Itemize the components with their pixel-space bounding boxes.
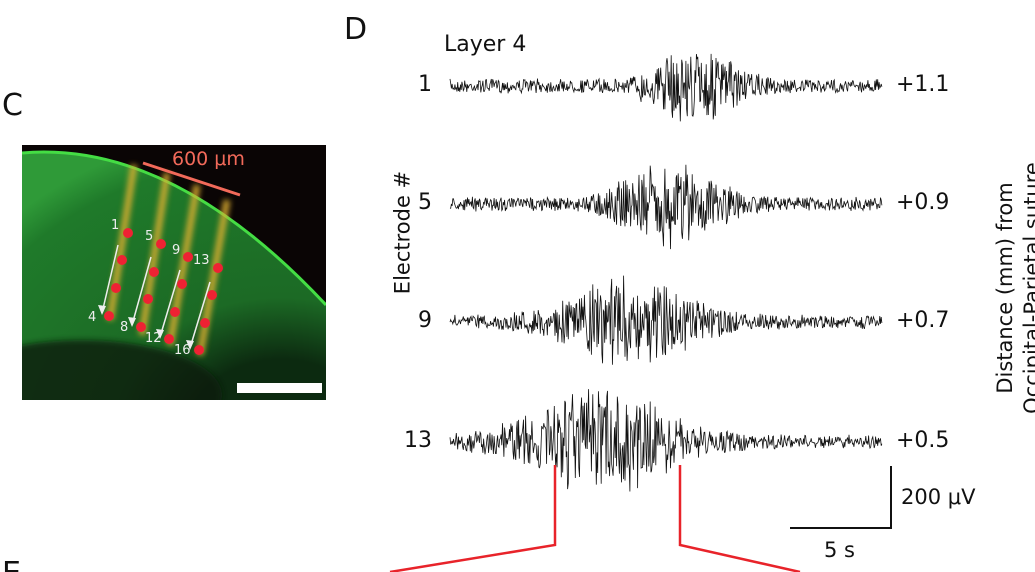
panel-label-c: C <box>2 88 23 123</box>
electrode-dot <box>136 322 146 332</box>
arrow-icon <box>101 244 119 314</box>
electrode-dot <box>156 239 166 249</box>
electrode-label: 4 <box>88 310 97 325</box>
electrode-dot <box>194 345 204 355</box>
electrode-number: 13 <box>404 428 432 453</box>
electrode-label: 9 <box>172 243 181 258</box>
electrode-label: 5 <box>145 229 154 244</box>
electrode-dot <box>123 228 133 238</box>
trace-3 <box>449 389 883 492</box>
electrode-number: 1 <box>418 72 432 97</box>
electrode-dot <box>164 334 174 344</box>
distance-label: +1.1 <box>896 72 950 97</box>
scale-line-600um <box>142 161 241 197</box>
scale-bar <box>237 383 322 393</box>
electrode-number: 9 <box>418 308 432 333</box>
scale-label: 600 μm <box>172 148 245 170</box>
electrode-dot <box>104 311 114 321</box>
electrode-label: 8 <box>120 320 129 335</box>
electrode-label: 12 <box>145 331 162 346</box>
electrode-dot <box>111 283 121 293</box>
electrode-dot <box>207 290 217 300</box>
distance-label: +0.5 <box>896 428 950 453</box>
electrode-dot <box>143 294 153 304</box>
trace-0 <box>449 53 883 122</box>
electrode-dot <box>177 279 187 289</box>
trace-2 <box>449 275 883 365</box>
distance-label: +0.7 <box>896 308 950 333</box>
zoom-line-left <box>389 465 557 572</box>
electrode-label: 13 <box>193 253 210 268</box>
trace-1 <box>449 164 883 250</box>
panel-label-e: E <box>2 556 21 572</box>
tissue-region <box>22 152 326 400</box>
electrode-label: 16 <box>174 343 191 358</box>
scale-bar-lines <box>790 466 892 529</box>
electrode-dot <box>213 263 223 273</box>
distance-label: +0.9 <box>896 190 950 215</box>
micrograph <box>22 145 326 400</box>
arrow-icon <box>189 281 211 349</box>
electrode-number: 5 <box>418 190 432 215</box>
dye-tracks <box>106 164 231 356</box>
panel-label-d: D <box>344 12 368 47</box>
electrode-dot <box>200 318 210 328</box>
scale-h-label: 5 s <box>824 538 855 562</box>
zoom-line-right <box>678 465 801 572</box>
electrode-dot <box>170 307 180 317</box>
scale-v-label: 200 μV <box>901 485 976 509</box>
electrode-dot <box>117 255 127 265</box>
arrow-icon <box>159 269 181 338</box>
arrow-icon <box>131 256 152 326</box>
trace-title: Layer 4 <box>444 32 527 57</box>
electrode-dot <box>183 252 193 262</box>
electrode-label: 1 <box>111 218 120 233</box>
electrode-dot <box>149 267 159 277</box>
